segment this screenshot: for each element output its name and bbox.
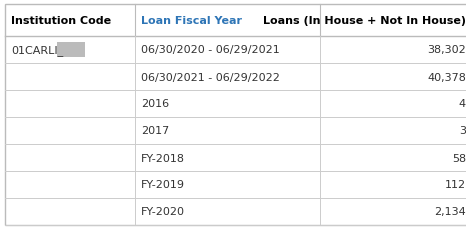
Text: 38,302: 38,302 <box>427 45 466 55</box>
Text: 40,378: 40,378 <box>427 72 466 82</box>
Text: FY-2018: FY-2018 <box>141 153 185 163</box>
Text: 2,134: 2,134 <box>434 207 466 217</box>
Text: 01CARLI_: 01CARLI_ <box>11 45 63 56</box>
Text: 2017: 2017 <box>141 126 169 136</box>
Text: 06/30/2020 - 06/29/2021: 06/30/2020 - 06/29/2021 <box>141 45 280 55</box>
Text: Loans (In House + Not In House): Loans (In House + Not In House) <box>263 16 466 26</box>
Text: 2016: 2016 <box>141 99 169 109</box>
Text: FY-2020: FY-2020 <box>141 207 185 217</box>
Text: 4: 4 <box>459 99 466 109</box>
Text: Loan Fiscal Year: Loan Fiscal Year <box>141 16 242 26</box>
Text: FY-2019: FY-2019 <box>141 180 185 190</box>
Text: 3: 3 <box>459 126 466 136</box>
Text: 06/30/2021 - 06/29/2022: 06/30/2021 - 06/29/2022 <box>141 72 280 82</box>
Bar <box>56 43 85 58</box>
Text: 112: 112 <box>445 180 466 190</box>
Text: 58: 58 <box>452 153 466 163</box>
Text: Institution Code: Institution Code <box>11 16 111 26</box>
